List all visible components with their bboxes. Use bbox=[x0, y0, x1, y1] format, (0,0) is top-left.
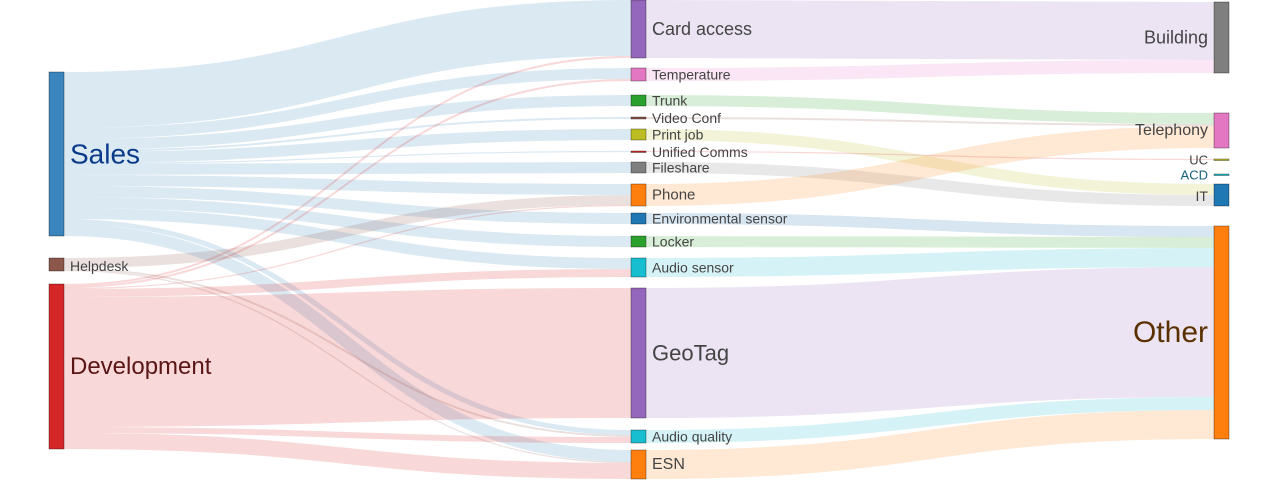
link-unified_comms-to-uc[interactable] bbox=[645, 150, 1215, 161]
node-audio_quality[interactable] bbox=[630, 429, 647, 444]
link-fileshare-to-it[interactable] bbox=[645, 162, 1215, 206]
label-fileshare: Fileshare bbox=[652, 160, 710, 176]
label-helpdesk: Helpdesk bbox=[70, 258, 129, 274]
sankey-labels: Sales Helpdesk Development Card access Tempe… bbox=[70, 19, 1208, 473]
link-sales-to-esn[interactable] bbox=[63, 224, 632, 462]
link-sales-to-phone[interactable] bbox=[63, 175, 632, 195]
link-sales-to-audio_quality[interactable] bbox=[63, 219, 632, 435]
label-development: Development bbox=[70, 353, 212, 380]
link-helpdesk-to-phone[interactable] bbox=[63, 195, 632, 268]
link-audio_sensor-to-other[interactable] bbox=[645, 248, 1215, 277]
link-audio_quality-to-other[interactable] bbox=[645, 397, 1215, 443]
link-geotag-to-other[interactable] bbox=[645, 267, 1215, 418]
link-sales-to-card_access[interactable] bbox=[63, 0, 632, 128]
link-sales-to-video_conf[interactable] bbox=[63, 117, 632, 152]
sankey-nodes bbox=[48, 0, 1230, 480]
label-sales: Sales bbox=[70, 139, 140, 170]
label-trunk: Trunk bbox=[652, 93, 688, 109]
link-development-to-phone[interactable] bbox=[63, 204, 632, 290]
label-temperature: Temperature bbox=[652, 67, 731, 83]
link-video_conf-to-telephony[interactable] bbox=[645, 117, 1215, 126]
node-video_conf[interactable] bbox=[630, 116, 647, 120]
link-locker-to-other[interactable] bbox=[645, 236, 1215, 248]
link-development-to-audio_sensor[interactable] bbox=[63, 269, 632, 297]
node-helpdesk[interactable] bbox=[48, 257, 65, 272]
label-telephony: Telephony bbox=[1135, 122, 1208, 139]
link-sales-to-fileshare[interactable] bbox=[63, 162, 632, 175]
label-other: Other bbox=[1133, 316, 1208, 349]
node-audio_sensor[interactable] bbox=[630, 257, 647, 278]
link-development-to-audio_quality[interactable] bbox=[63, 427, 632, 443]
node-sales[interactable] bbox=[48, 71, 65, 237]
node-temperature[interactable] bbox=[630, 67, 647, 82]
label-card_access: Card access bbox=[652, 19, 752, 39]
link-sales-to-temperature[interactable] bbox=[63, 68, 632, 139]
link-phone-to-telephony[interactable] bbox=[645, 126, 1215, 206]
node-telephony[interactable] bbox=[1213, 112, 1230, 149]
link-development-to-esn[interactable] bbox=[63, 433, 632, 479]
label-print_job: Print job bbox=[652, 127, 704, 143]
label-geotag: GeoTag bbox=[652, 341, 729, 366]
link-esn-to-other[interactable] bbox=[645, 410, 1215, 479]
node-building[interactable] bbox=[1213, 1, 1230, 74]
label-building: Building bbox=[1144, 28, 1208, 48]
node-unified_comms[interactable] bbox=[630, 150, 647, 153]
node-acd[interactable] bbox=[1213, 173, 1230, 176]
link-development-to-geotag[interactable] bbox=[63, 288, 632, 427]
node-fileshare[interactable] bbox=[630, 161, 647, 174]
node-card_access[interactable] bbox=[630, 0, 647, 59]
label-esn: ESN bbox=[652, 456, 685, 473]
label-audio_quality: Audio quality bbox=[652, 429, 732, 445]
label-it: IT bbox=[1196, 188, 1209, 204]
sankey-links bbox=[63, 0, 1215, 479]
link-helpdesk-to-audio_quality[interactable] bbox=[63, 268, 632, 437]
node-trunk[interactable] bbox=[630, 94, 647, 107]
label-video_conf: Video Conf bbox=[652, 110, 721, 126]
link-temperature-to-building[interactable] bbox=[645, 60, 1215, 81]
link-helpdesk-to-esn[interactable] bbox=[63, 269, 632, 464]
label-acd: ACD bbox=[1181, 168, 1208, 183]
label-uc: UC bbox=[1189, 153, 1208, 168]
link-print_job-to-it[interactable] bbox=[645, 129, 1215, 195]
link-trunk-to-telephony[interactable] bbox=[645, 95, 1215, 124]
label-audio_sensor: Audio sensor bbox=[652, 260, 734, 276]
label-env_sensor: Environmental sensor bbox=[652, 211, 788, 227]
link-sales-to-trunk[interactable] bbox=[63, 95, 632, 150]
node-uc[interactable] bbox=[1213, 158, 1230, 161]
label-unified_comms: Unified Comms bbox=[652, 144, 748, 160]
node-it[interactable] bbox=[1213, 183, 1230, 207]
link-sales-to-locker[interactable] bbox=[63, 197, 632, 247]
link-sales-to-print_job[interactable] bbox=[63, 129, 632, 163]
node-print_job[interactable] bbox=[630, 128, 647, 141]
link-card_access-to-building[interactable] bbox=[645, 0, 1215, 60]
link-sales-to-env_sensor[interactable] bbox=[63, 186, 632, 224]
label-locker: Locker bbox=[652, 234, 694, 250]
link-sales-to-unified_comms[interactable] bbox=[63, 150, 632, 165]
label-phone: Phone bbox=[652, 187, 695, 204]
node-esn[interactable] bbox=[630, 449, 647, 480]
node-env_sensor[interactable] bbox=[630, 212, 647, 225]
node-development[interactable] bbox=[48, 283, 65, 450]
node-geotag[interactable] bbox=[630, 287, 647, 419]
link-development-to-temperature[interactable] bbox=[63, 79, 632, 288]
node-other[interactable] bbox=[1213, 225, 1230, 440]
link-development-to-card_access[interactable] bbox=[63, 56, 632, 286]
link-env_sensor-to-other[interactable] bbox=[645, 213, 1215, 237]
node-locker[interactable] bbox=[630, 235, 647, 248]
node-phone[interactable] bbox=[630, 183, 647, 207]
link-sales-to-audio_sensor[interactable] bbox=[63, 208, 632, 269]
